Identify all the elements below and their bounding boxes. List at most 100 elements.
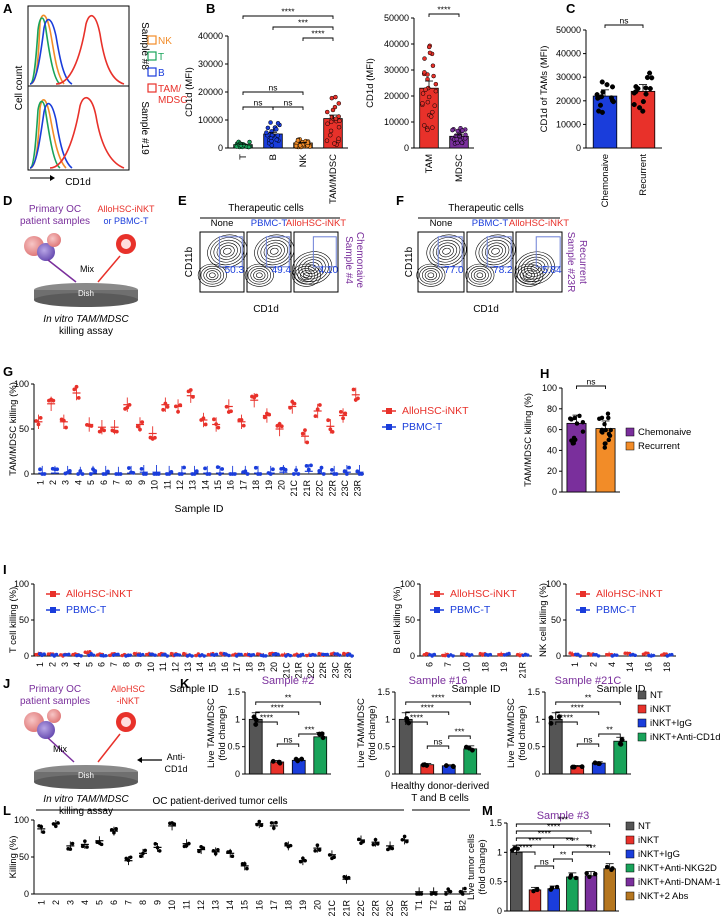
x-tick-label: 1 — [36, 900, 46, 905]
data-point — [269, 143, 275, 148]
f-side1: Recurrent — [577, 240, 588, 284]
x-tick-label: 1 — [570, 662, 580, 667]
data-point — [430, 125, 435, 130]
hist-tam-bottom — [49, 96, 125, 169]
legend-label: PBMC-T — [596, 604, 637, 616]
x-tick-label: 5 — [84, 662, 94, 667]
data-point — [604, 864, 610, 870]
significance-label: ns — [584, 735, 593, 745]
data-point — [643, 91, 649, 97]
y-tick-label: 50 — [19, 615, 29, 625]
data-point — [274, 127, 279, 132]
data-point — [229, 409, 233, 414]
data-point — [317, 848, 322, 852]
x-tick-label: 7 — [123, 900, 133, 905]
data-point — [509, 848, 515, 853]
x-tick-label: 2 — [589, 662, 599, 667]
y-tick-label: 100 — [542, 383, 557, 393]
panel-f: F Therapeutic cells None 77.0 PBMC-T 78.2 Al… — [396, 193, 588, 315]
y-tick-label: 100 — [14, 579, 29, 589]
legend-label: iNKT+Anti-DNAM-1 — [638, 877, 721, 888]
significance-bracket — [598, 733, 621, 737]
legend-swatch — [625, 821, 635, 831]
x-tick-label: 11 — [158, 662, 168, 671]
significance-bracket — [405, 711, 450, 715]
data-point — [338, 409, 343, 414]
x-tick-label: 6 — [99, 480, 109, 485]
flow-contour — [304, 261, 320, 274]
data-point — [371, 842, 376, 847]
x-tick-label: 18 — [283, 900, 293, 910]
data-point — [390, 846, 395, 851]
y-axis-label: Live TAM/MDSC — [356, 698, 367, 768]
data-point — [172, 822, 177, 826]
x-axis-label: Sample ID — [174, 503, 223, 515]
significance-bracket — [448, 735, 471, 739]
x-tick-label: 3 — [60, 662, 70, 667]
flow-contour — [427, 272, 435, 278]
legend-label: iNKT+Anti-NKG2D — [638, 863, 717, 874]
y-tick-label: 0 — [24, 651, 29, 661]
y-axis-label-2: (fold change) — [517, 705, 528, 760]
data-point — [97, 429, 102, 434]
data-point — [455, 140, 460, 146]
flow-plot-frame — [515, 231, 563, 293]
legend-label: iNKT+2 Abs — [638, 891, 689, 902]
flow-contour — [432, 239, 461, 263]
legend-label: AlloHSC-iNKT — [596, 588, 663, 600]
significance-bracket — [302, 37, 334, 41]
flow-contour — [419, 265, 443, 285]
y-axis-label: TAM/MDSC killing (%) — [523, 393, 534, 487]
x-tick-label: 12 — [175, 480, 185, 490]
flow-contour — [476, 272, 484, 278]
significance-bracket — [553, 858, 573, 862]
x-tick-label: 20 — [312, 900, 322, 910]
x-axis-label: Sample ID — [169, 683, 218, 695]
y-axis-label: CD1d (MFI) — [184, 67, 195, 117]
data-point — [293, 143, 299, 149]
chart-k-sample16: 0 0.5 1 1.5 Live TAM/MDSC (fold change) Sample… — [356, 675, 481, 779]
y-tick-label: 0.5 — [489, 877, 502, 887]
flow-gate — [265, 236, 290, 268]
data-point — [443, 763, 449, 769]
d-assay2: killing assay — [59, 326, 113, 337]
x-tick-label: 23R — [343, 662, 353, 679]
legend-marker — [50, 607, 56, 613]
significance-bracket — [515, 851, 536, 855]
x-tick-label: 18 — [480, 662, 490, 672]
significance-label: **** — [528, 836, 542, 846]
data-point — [427, 50, 433, 56]
significance-label: **** — [571, 703, 585, 713]
y-tick-label: 1 — [385, 714, 390, 724]
y-tick-label: 100 — [14, 379, 29, 389]
bar — [547, 888, 560, 912]
y-axis-label: CD1d of TAMs (MFI) — [539, 46, 550, 133]
data-point — [215, 465, 220, 470]
y-tick-label: 0 — [535, 769, 540, 779]
x-tick-label: 20 — [269, 662, 279, 672]
d-dish-label: Dish — [78, 289, 94, 298]
flow-contour — [435, 242, 458, 260]
x-tick-label: 15 — [240, 900, 250, 910]
y-tick-label: 0 — [385, 769, 390, 779]
flow-contour — [525, 272, 533, 278]
data-point — [283, 467, 288, 472]
hist-sample-label-top: Sample #8 — [139, 22, 150, 70]
y-axis-label-2: (fold change) — [477, 839, 488, 894]
e-xlabel: CD1d — [253, 304, 279, 315]
x-axis-label: Sample ID — [451, 683, 500, 695]
legend-marker — [386, 408, 392, 414]
data-point — [587, 874, 592, 880]
significance-label: ns — [620, 16, 629, 26]
legend-swatch — [637, 704, 647, 714]
flow-contour — [270, 247, 279, 255]
data-point — [640, 108, 646, 114]
legend-label: iNKT — [650, 704, 671, 715]
hist-legend: NK T B TAM/ MDSC — [147, 35, 187, 106]
significance-label: ns — [540, 857, 549, 867]
flow-contour — [522, 270, 535, 281]
flow-contour — [206, 270, 219, 281]
data-point — [253, 465, 258, 470]
x-tick-label: 21R — [518, 662, 528, 679]
x-tick-label: 10 — [146, 662, 156, 672]
